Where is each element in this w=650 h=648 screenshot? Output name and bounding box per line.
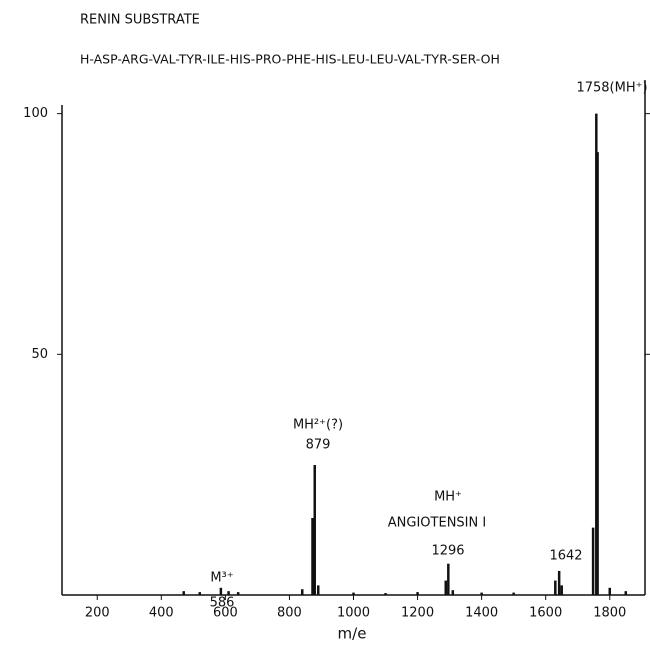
x-tick-label: 1000: [337, 606, 370, 621]
x-tick-label: 400: [149, 606, 174, 621]
annotation: 1296: [431, 544, 464, 559]
chart-title: RENIN SUBSTRATE: [80, 13, 200, 28]
y-tick-label: 50: [31, 347, 48, 362]
x-tick-label: 800: [277, 606, 302, 621]
x-tick-label: 1600: [529, 606, 562, 621]
x-tick-label: 200: [85, 606, 110, 621]
x-tick-label: 1400: [465, 606, 498, 621]
annotation: MH⁺: [434, 490, 462, 505]
chart-subtitle: H-ASP-ARG-VAL-TYR-ILE-HIS-PRO-PHE-HIS-LE…: [80, 52, 500, 67]
annotation: 879: [306, 438, 331, 453]
x-tick-label: 1200: [401, 606, 434, 621]
x-axis-label: m/e: [338, 625, 367, 643]
x-tick-label: 600: [213, 606, 238, 621]
x-tick-label: 1800: [593, 606, 626, 621]
annotation: 1758(MH⁺): [576, 81, 647, 96]
annotation: ANGIOTENSIN I: [388, 516, 486, 531]
annotation: M³⁺: [210, 571, 233, 586]
annotation: MH²⁺(?): [293, 418, 343, 433]
annotation: 586: [210, 596, 235, 611]
y-tick-label: 100: [23, 106, 48, 121]
annotation: 1642: [549, 549, 582, 564]
